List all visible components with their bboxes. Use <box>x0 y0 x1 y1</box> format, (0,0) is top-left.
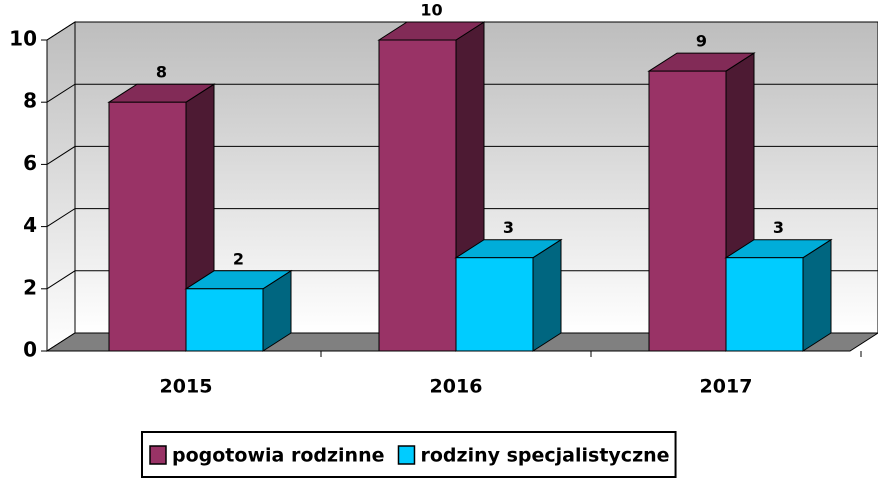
y-tick-label: 8 <box>23 89 37 113</box>
bar <box>185 288 264 352</box>
x-tick-label: 2017 <box>700 376 753 398</box>
bar-side <box>802 238 832 352</box>
y-tick-label: 2 <box>23 275 37 299</box>
data-label: 3 <box>773 218 784 237</box>
y-tick-label: 10 <box>9 27 37 51</box>
bar <box>725 257 804 352</box>
y-tick-label: 0 <box>23 338 37 362</box>
y-tick-label: 6 <box>23 151 37 175</box>
x-tick-label: 2016 <box>430 376 483 398</box>
bar-side <box>532 238 562 352</box>
legend-box <box>141 431 677 478</box>
x-tick-label: 2015 <box>160 376 213 398</box>
grid-line <box>46 83 878 103</box>
bar <box>378 39 457 352</box>
data-label: 10 <box>420 1 442 20</box>
data-label: 8 <box>156 63 167 82</box>
grid-line <box>46 145 878 165</box>
y-tick-label: 4 <box>23 213 37 237</box>
legend-swatch <box>397 445 416 465</box>
grid-line <box>46 208 878 228</box>
bar <box>648 70 727 352</box>
grid-line <box>46 21 878 41</box>
grid-line <box>46 270 878 290</box>
legend: pogotowia rodzinne rodziny specjalistyczn… <box>141 431 677 478</box>
bar <box>455 257 534 352</box>
legend-label: rodziny specjalistyczne <box>420 445 669 467</box>
bar <box>108 101 187 352</box>
side-wall <box>46 21 76 352</box>
legend-label: pogotowia rodzinne <box>172 445 384 467</box>
data-label: 2 <box>233 249 244 268</box>
data-label: 3 <box>503 218 514 237</box>
legend-swatch <box>149 445 167 465</box>
data-label: 9 <box>696 32 707 51</box>
